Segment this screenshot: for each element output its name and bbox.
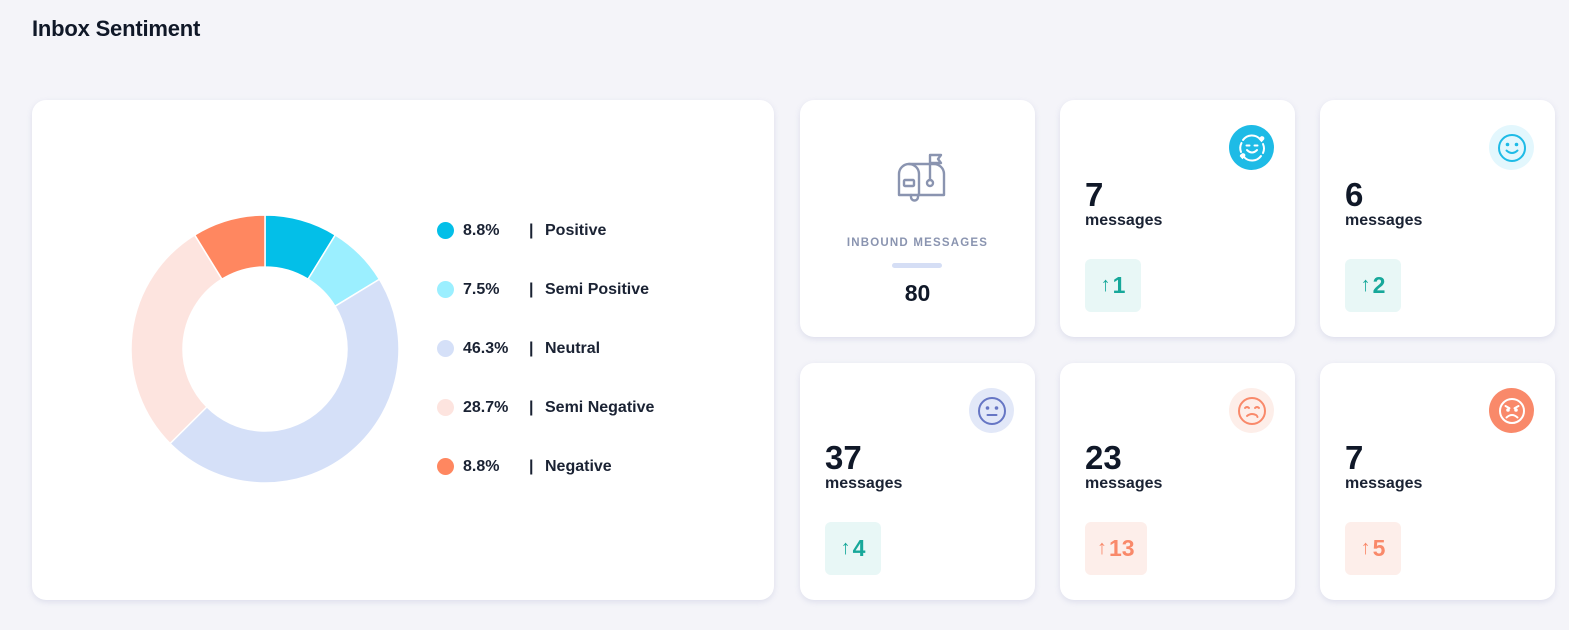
legend-dot xyxy=(437,458,454,475)
message-count: 23 xyxy=(1085,439,1122,476)
chart-legend: 8.8% | Positive 7.5% | Semi Positive 46.… xyxy=(437,201,654,496)
legend-value: 8.8% xyxy=(463,221,500,239)
semi-positive-card: 6 messages ↑ 2 xyxy=(1320,100,1555,337)
message-count: 6 xyxy=(1345,176,1364,213)
legend-dot xyxy=(437,222,454,239)
message-unit: messages xyxy=(1345,212,1423,229)
legend-separator: | xyxy=(529,280,534,298)
trend-badge: ↑ 13 xyxy=(1085,522,1147,575)
message-count: 7 xyxy=(1085,176,1104,213)
message-unit: messages xyxy=(1345,475,1423,492)
smile-face-icon xyxy=(1497,133,1526,162)
face-badge xyxy=(1229,388,1274,433)
trend-badge: ↑ 1 xyxy=(1085,259,1141,312)
angry-face-icon xyxy=(1498,397,1525,424)
arrow-up-icon: ↑ xyxy=(1097,537,1107,559)
face-badge xyxy=(1489,125,1534,170)
legend-item-neutral[interactable]: 46.3% | Neutral xyxy=(437,319,654,378)
legend-item-semi-negative[interactable]: 28.7% | Semi Negative xyxy=(437,378,654,437)
message-unit: messages xyxy=(1085,212,1163,229)
face-badge xyxy=(969,388,1014,433)
message-count: 37 xyxy=(825,439,862,476)
arrow-up-icon: ↑ xyxy=(1360,274,1371,296)
arrow-up-icon: ↑ xyxy=(1100,274,1111,296)
legend-dot xyxy=(437,281,454,298)
legend-dot xyxy=(437,399,454,416)
donut-chart xyxy=(130,214,400,484)
donut-slice-neutral[interactable] xyxy=(168,278,400,484)
inbound-messages-value: 80 xyxy=(904,280,931,306)
legend-item-positive[interactable]: 8.8% | Positive xyxy=(437,201,654,260)
trend-value: 4 xyxy=(852,535,866,561)
legend-dot xyxy=(437,340,454,357)
trend-value: 1 xyxy=(1112,272,1126,298)
message-unit: messages xyxy=(1085,475,1163,492)
neutral-face-icon xyxy=(977,396,1006,425)
trend-value: 13 xyxy=(1109,535,1135,561)
arrow-up-icon: ↑ xyxy=(840,537,851,559)
legend-item-negative[interactable]: 8.8% | Negative xyxy=(437,437,654,496)
trend-value: 2 xyxy=(1372,272,1386,298)
face-badge xyxy=(1229,125,1274,170)
neutral-card: 37 messages ↑ 4 xyxy=(800,363,1035,600)
donut-slice-negative[interactable] xyxy=(193,214,266,281)
message-count: 7 xyxy=(1345,439,1364,476)
inbound-messages-label: INBOUND MESSAGES xyxy=(846,237,989,249)
inbound-divider xyxy=(892,263,942,268)
legend-value: 28.7% xyxy=(463,398,509,416)
legend-value: 8.8% xyxy=(463,457,500,475)
message-unit: messages xyxy=(825,475,903,492)
legend-label: Negative xyxy=(545,457,612,475)
trend-value: 5 xyxy=(1372,535,1386,561)
positive-card: 7 messages ↑ 1 xyxy=(1060,100,1295,337)
legend-value: 46.3% xyxy=(463,339,509,357)
legend-separator: | xyxy=(529,339,534,357)
inbound-messages-card: INBOUND MESSAGES 80 xyxy=(800,100,1035,337)
page-title: Inbox Sentiment xyxy=(32,16,201,41)
legend-separator: | xyxy=(529,221,534,239)
arrow-up-icon: ↑ xyxy=(1360,537,1371,559)
sentiment-chart-card: 8.8% | Positive 7.5% | Semi Positive 46.… xyxy=(32,100,774,600)
legend-value: 7.5% xyxy=(463,280,500,298)
trend-badge: ↑ 4 xyxy=(825,522,881,575)
love-face-icon xyxy=(1238,133,1265,162)
legend-item-semi-positive[interactable]: 7.5% | Semi Positive xyxy=(437,260,654,319)
legend-label: Neutral xyxy=(545,339,601,357)
mailbox-icon xyxy=(897,153,946,202)
semi-negative-card: 23 messages ↑ 13 xyxy=(1060,363,1295,600)
legend-separator: | xyxy=(529,398,534,416)
face-badge xyxy=(1489,388,1534,433)
legend-label: Semi Negative xyxy=(545,398,655,416)
legend-label: Positive xyxy=(545,221,607,239)
trend-badge: ↑ 5 xyxy=(1345,522,1401,575)
legend-label: Semi Positive xyxy=(545,280,650,298)
unamused-face-icon xyxy=(1237,396,1266,425)
negative-card: 7 messages ↑ 5 xyxy=(1320,363,1555,600)
trend-badge: ↑ 2 xyxy=(1345,259,1401,312)
legend-separator: | xyxy=(529,457,534,475)
donut-slice-semi-negative[interactable] xyxy=(130,233,224,445)
